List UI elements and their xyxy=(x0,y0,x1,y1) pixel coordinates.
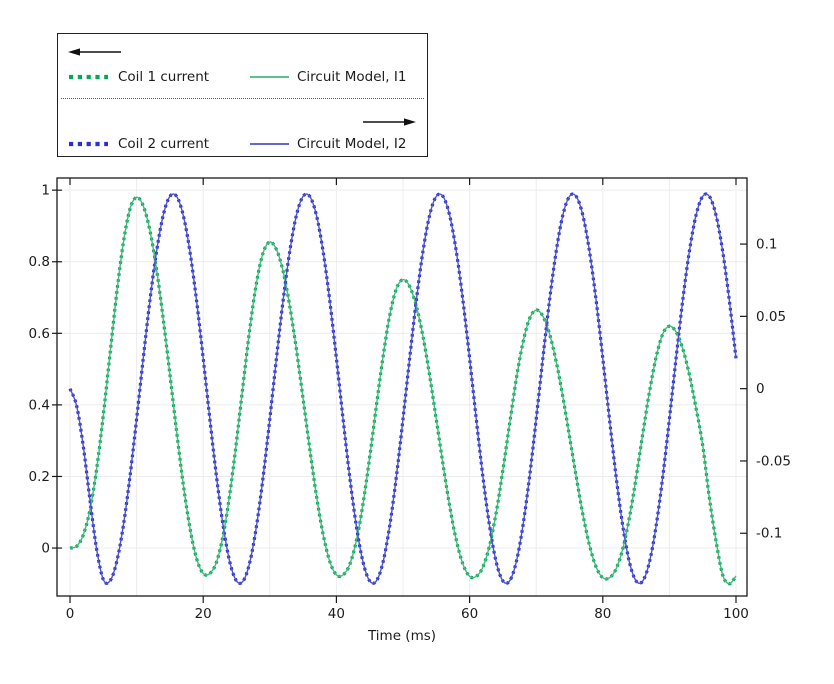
legend-label-coil1-current: Coil 1 current xyxy=(118,69,210,85)
svg-text:80: 80 xyxy=(594,606,611,622)
right-arrow-icon xyxy=(363,118,416,126)
coil2-dotted-swatch-icon xyxy=(69,141,108,147)
coil1-dotted-swatch-icon xyxy=(69,74,108,80)
left-arrow-icon xyxy=(68,48,121,56)
series-circuit-model-i2 xyxy=(69,193,737,585)
circuit-model-i2-solid-swatch-icon xyxy=(250,143,289,145)
x-axis-tick-labels: 0 20 40 60 80 100 xyxy=(66,606,749,622)
svg-text:0: 0 xyxy=(756,381,765,397)
series-curves xyxy=(68,192,738,586)
svg-text:0.8: 0.8 xyxy=(29,254,50,270)
svg-text:100: 100 xyxy=(723,606,749,622)
circuit-model-i1-solid-swatch-icon xyxy=(250,76,289,78)
svg-text:0.1: 0.1 xyxy=(756,237,777,253)
axis-ticks xyxy=(52,178,747,603)
left-axis-tick-labels: 1 0.8 0.6 0.4 0.2 0 xyxy=(29,183,50,557)
svg-text:0.2: 0.2 xyxy=(29,469,50,485)
gridlines xyxy=(57,178,747,596)
legend-separator xyxy=(61,98,424,99)
svg-text:0.05: 0.05 xyxy=(756,309,786,325)
svg-text:0.6: 0.6 xyxy=(29,326,50,342)
svg-text:-0.05: -0.05 xyxy=(756,453,791,469)
legend-label-coil2-current: Coil 2 current xyxy=(118,136,210,152)
x-axis-label: Time (ms) xyxy=(367,628,436,644)
svg-text:0: 0 xyxy=(41,541,50,557)
svg-text:40: 40 xyxy=(328,606,345,622)
svg-text:20: 20 xyxy=(195,606,212,622)
svg-text:0.4: 0.4 xyxy=(29,397,50,413)
svg-text:0: 0 xyxy=(66,606,75,622)
plot-frame xyxy=(56,177,748,597)
legend-label-circuit-model-i1: Circuit Model, I1 xyxy=(297,69,407,85)
svg-text:-0.1: -0.1 xyxy=(756,526,782,542)
legend-label-circuit-model-i2: Circuit Model, I2 xyxy=(297,136,407,152)
legend-box: Coil 1 current Circuit Model, I1 Coil 2 … xyxy=(57,33,428,157)
svg-text:60: 60 xyxy=(461,606,478,622)
right-axis-tick-labels: 0.1 0.05 0 -0.05 -0.1 xyxy=(756,237,791,542)
svg-text:1: 1 xyxy=(41,183,50,199)
